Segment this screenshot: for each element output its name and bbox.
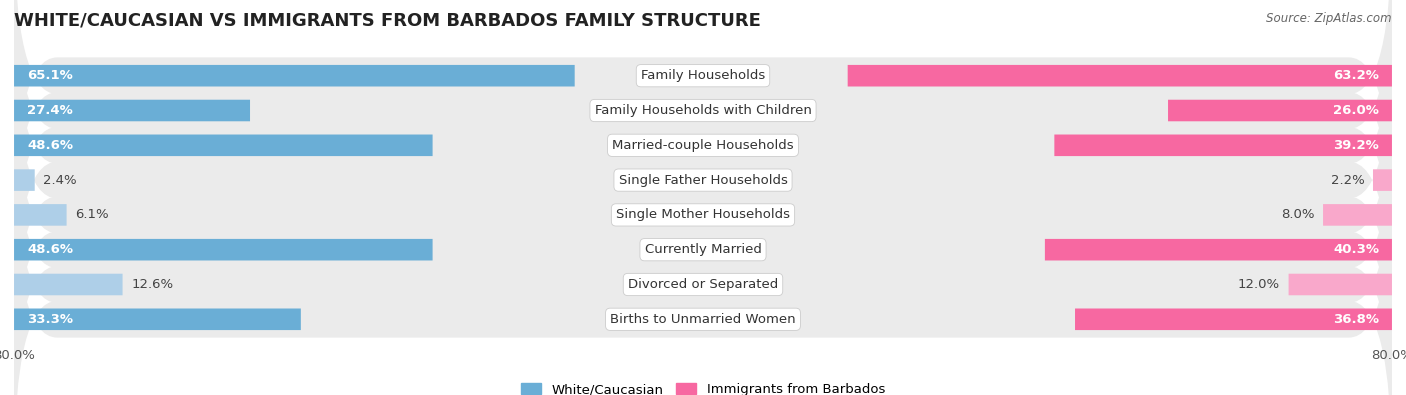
Bar [14, 100, 250, 121]
Text: 40.3%: 40.3% [1333, 243, 1379, 256]
Text: 2.2%: 2.2% [1330, 173, 1364, 186]
Text: Family Households with Children: Family Households with Children [595, 104, 811, 117]
FancyBboxPatch shape [14, 59, 1392, 371]
Bar [14, 274, 122, 295]
Text: Single Father Households: Single Father Households [619, 173, 787, 186]
Text: 63.2%: 63.2% [1333, 69, 1379, 82]
Text: 2.4%: 2.4% [44, 173, 77, 186]
Text: 65.1%: 65.1% [27, 69, 73, 82]
Bar [14, 65, 575, 87]
Bar [848, 65, 1392, 87]
FancyBboxPatch shape [14, 0, 1392, 266]
Text: 27.4%: 27.4% [27, 104, 73, 117]
Bar [1054, 135, 1392, 156]
Text: 36.8%: 36.8% [1333, 313, 1379, 326]
Bar [1045, 239, 1392, 260]
Bar [1374, 169, 1392, 191]
FancyBboxPatch shape [14, 0, 1392, 231]
Bar [1168, 100, 1392, 121]
Bar [14, 204, 66, 226]
Text: 6.1%: 6.1% [75, 209, 108, 222]
Text: 26.0%: 26.0% [1333, 104, 1379, 117]
Text: Married-couple Households: Married-couple Households [612, 139, 794, 152]
Bar [14, 135, 433, 156]
FancyBboxPatch shape [14, 94, 1392, 395]
Text: 12.6%: 12.6% [131, 278, 173, 291]
FancyBboxPatch shape [14, 0, 1392, 301]
Text: 48.6%: 48.6% [27, 243, 73, 256]
Text: Source: ZipAtlas.com: Source: ZipAtlas.com [1267, 12, 1392, 25]
Bar [1323, 204, 1392, 226]
Text: 33.3%: 33.3% [27, 313, 73, 326]
Bar [14, 239, 433, 260]
Text: 39.2%: 39.2% [1333, 139, 1379, 152]
Bar [1289, 274, 1392, 295]
Bar [14, 308, 301, 330]
Bar [1076, 308, 1392, 330]
Bar [14, 169, 35, 191]
Text: 48.6%: 48.6% [27, 139, 73, 152]
Text: Divorced or Separated: Divorced or Separated [628, 278, 778, 291]
Legend: White/Caucasian, Immigrants from Barbados: White/Caucasian, Immigrants from Barbado… [516, 378, 890, 395]
Text: WHITE/CAUCASIAN VS IMMIGRANTS FROM BARBADOS FAMILY STRUCTURE: WHITE/CAUCASIAN VS IMMIGRANTS FROM BARBA… [14, 12, 761, 30]
FancyBboxPatch shape [14, 129, 1392, 395]
FancyBboxPatch shape [14, 24, 1392, 336]
Text: Currently Married: Currently Married [644, 243, 762, 256]
Text: Births to Unmarried Women: Births to Unmarried Women [610, 313, 796, 326]
Text: Family Households: Family Households [641, 69, 765, 82]
FancyBboxPatch shape [14, 164, 1392, 395]
Text: 8.0%: 8.0% [1281, 209, 1315, 222]
Text: Single Mother Households: Single Mother Households [616, 209, 790, 222]
Text: 12.0%: 12.0% [1237, 278, 1279, 291]
